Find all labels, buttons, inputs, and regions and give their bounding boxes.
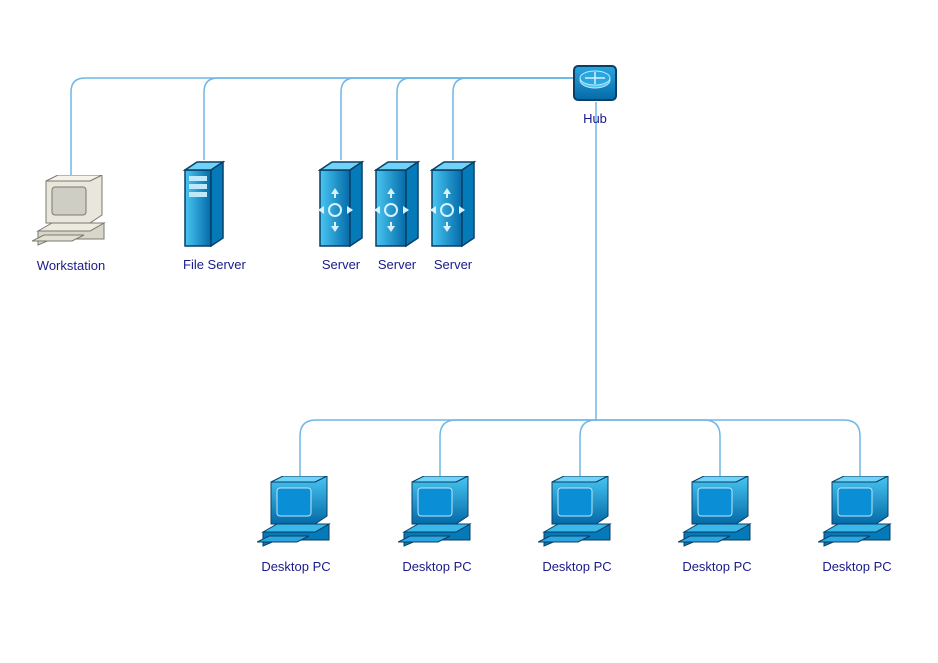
desktop-pc-icon	[398, 537, 476, 554]
hub-label: Hub	[573, 111, 617, 126]
pc3-label: Desktop PC	[538, 559, 616, 574]
desktop-pc-icon	[538, 537, 616, 554]
node-hub: Hub	[573, 60, 617, 126]
node-desktop-pc-4: Desktop PC	[678, 476, 756, 574]
node-server-2: Server	[374, 160, 420, 272]
desktop-pc-icon	[678, 537, 756, 554]
pc2-label: Desktop PC	[398, 559, 476, 574]
server-icon	[430, 235, 476, 252]
node-desktop-pc-2: Desktop PC	[398, 476, 476, 574]
node-workstation: Workstation	[32, 175, 110, 273]
desktop-pc-icon	[818, 537, 896, 554]
pc5-label: Desktop PC	[818, 559, 896, 574]
workstation-label: Workstation	[32, 258, 110, 273]
desktop-pc-icon	[257, 537, 335, 554]
node-desktop-pc-1: Desktop PC	[257, 476, 335, 574]
pc1-label: Desktop PC	[257, 559, 335, 574]
server2-label: Server	[374, 257, 420, 272]
node-desktop-pc-3: Desktop PC	[538, 476, 616, 574]
fileserver-icon	[183, 160, 225, 248]
hub-icon	[573, 60, 617, 102]
node-server-1: Server	[318, 160, 364, 272]
server3-label: Server	[430, 257, 476, 272]
server-icon	[374, 235, 420, 252]
node-desktop-pc-5: Desktop PC	[818, 476, 896, 574]
pc4-label: Desktop PC	[678, 559, 756, 574]
node-server-3: Server	[430, 160, 476, 272]
network-diagram: Hub Workstation	[0, 0, 938, 663]
node-fileserver: File Server	[183, 160, 225, 272]
fileserver-label: File Server	[183, 257, 225, 272]
server-icon	[318, 235, 364, 252]
server1-label: Server	[318, 257, 364, 272]
workstation-icon	[32, 175, 110, 249]
